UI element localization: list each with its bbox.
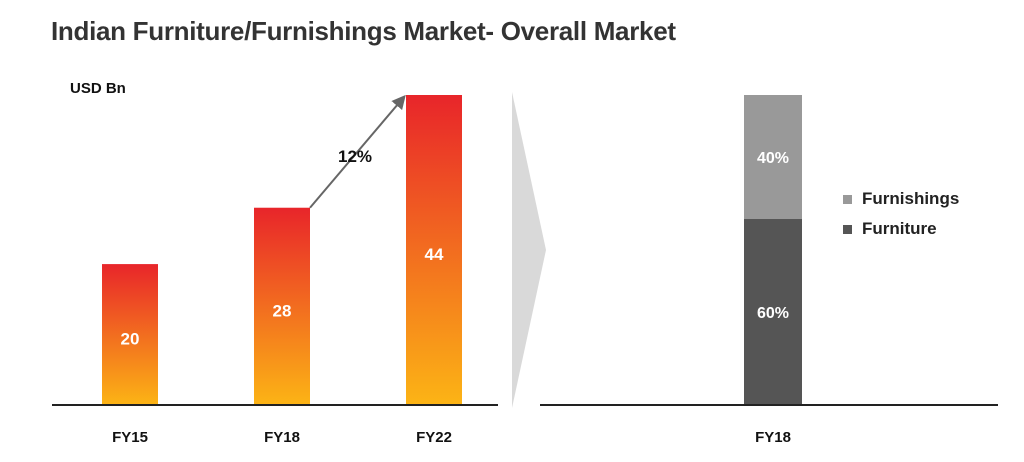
legend: Furnishings Furniture bbox=[843, 184, 959, 244]
segment-label-furnishings: 40% bbox=[757, 150, 789, 167]
x-tick-label-fy18-split: FY18 bbox=[755, 429, 791, 446]
page-title: Indian Furniture/Furnishings Market- Ove… bbox=[51, 16, 676, 46]
bar-fy15 bbox=[102, 264, 158, 405]
x-tick-label-fy15: FY15 bbox=[112, 429, 148, 446]
panel-divider-chevron bbox=[512, 92, 546, 408]
stacked-segment-furniture bbox=[744, 219, 802, 405]
legend-item-furniture: Furniture bbox=[843, 214, 959, 244]
segment-label-furniture: 60% bbox=[757, 305, 789, 322]
stacked-segment-furnishings bbox=[744, 95, 802, 219]
x-tick-label-fy18: FY18 bbox=[264, 429, 300, 446]
bar-fy22 bbox=[406, 95, 462, 405]
legend-item-furnishings: Furnishings bbox=[843, 184, 959, 214]
growth-annotation: 12% bbox=[338, 147, 372, 166]
bar-value-label-fy18: 28 bbox=[273, 301, 292, 320]
legend-swatch-furnishings bbox=[843, 194, 852, 204]
legend-swatch-furniture bbox=[843, 224, 852, 234]
bar-value-label-fy15: 20 bbox=[121, 330, 140, 349]
bar-fy18 bbox=[254, 207, 310, 405]
x-tick-label-fy22: FY22 bbox=[416, 429, 452, 446]
bar-value-label-fy22: 44 bbox=[425, 245, 444, 264]
legend-label-furnishings: Furnishings bbox=[862, 189, 960, 208]
growth-arrow bbox=[309, 94, 406, 209]
legend-label-furniture: Furniture bbox=[862, 219, 937, 238]
unit-label: USD Bn bbox=[70, 80, 126, 97]
